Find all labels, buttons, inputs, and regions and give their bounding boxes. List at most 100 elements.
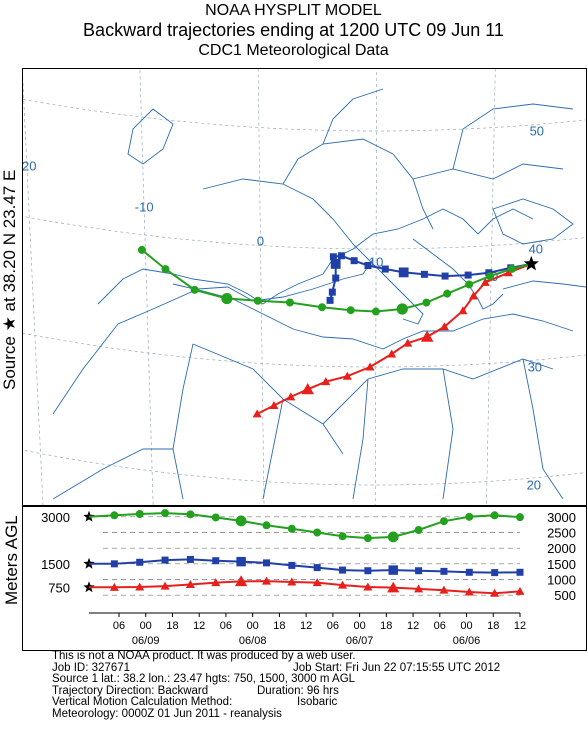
- time-tick-label: 18: [273, 620, 285, 632]
- meridian-line: [257, 69, 265, 505]
- coastline-segment: [492, 198, 574, 245]
- coastline-segment: [97, 208, 534, 305]
- height-marker: [415, 567, 423, 575]
- trajectory-marker: [318, 303, 327, 312]
- height-line: [89, 580, 521, 595]
- meridian-line: [23, 76, 44, 505]
- trajectory-marker: [507, 264, 516, 273]
- height-marker: [212, 557, 220, 565]
- data-source-title: CDC1 Meteorological Data: [198, 42, 389, 59]
- height-marker: [363, 534, 372, 543]
- height-marker: [110, 511, 119, 520]
- height-marker: [414, 584, 424, 593]
- height-marker: [235, 515, 247, 527]
- trajectory-marker: [252, 409, 262, 418]
- coastline-segment: [322, 88, 384, 145]
- height-marker: [186, 510, 195, 519]
- trajectory-marker: [328, 288, 336, 296]
- trajectory-marker: [221, 292, 233, 305]
- height-marker: [387, 531, 399, 543]
- time-tick-label: 12: [407, 620, 419, 632]
- coastline-segment: [352, 378, 369, 500]
- trajectory-lines: [137, 245, 532, 418]
- height-marker: [490, 511, 499, 520]
- trajectory-marker: [387, 349, 397, 358]
- parallel-line: [23, 332, 586, 368]
- trajectory-line: [329, 254, 532, 301]
- trajectory-marker: [285, 298, 294, 307]
- date-label: 06/06: [453, 635, 481, 647]
- trajectory-marker: [420, 330, 434, 342]
- trajectory-marker: [441, 272, 449, 280]
- parallel-line: [23, 449, 586, 486]
- time-tick-label: 06: [327, 620, 339, 632]
- height-marker: [440, 567, 448, 575]
- height-line: [88, 512, 521, 540]
- height-axis-label: Meters AGL: [2, 515, 21, 605]
- height-marker: [236, 556, 246, 567]
- height-marker: [110, 560, 118, 568]
- height-marker: [235, 575, 248, 587]
- date-label: 06/09: [132, 635, 160, 647]
- height-marker: [161, 509, 170, 518]
- height-series: [88, 509, 525, 597]
- right-height-tick: 2000: [547, 541, 576, 556]
- trajectory-marker: [329, 253, 337, 261]
- meridian-line: [374, 69, 378, 505]
- job-start: Job Start: Fri Jun 22 07:15:55 UTC 2012: [293, 661, 501, 674]
- coastline-segment: [52, 448, 173, 500]
- meridian-line: [139, 69, 154, 505]
- trajectory-marker: [301, 383, 315, 395]
- coastline-segment: [502, 280, 586, 290]
- latitude-label: 20: [527, 478, 541, 493]
- trajectory-marker: [485, 272, 494, 281]
- time-tick-label: 18: [166, 620, 178, 632]
- left-height-tick: 750: [48, 580, 70, 595]
- time-tick-label: 06: [220, 620, 232, 632]
- trajectory-marker: [381, 265, 389, 273]
- trajectory-marker: [480, 277, 490, 286]
- trajectory-marker: [503, 268, 513, 277]
- source-star: [523, 255, 539, 271]
- trajectory-marker: [420, 270, 428, 278]
- duration: Duration: 96 hrs: [257, 684, 339, 697]
- trajectory-marker: [269, 400, 279, 409]
- height-marker: [262, 521, 271, 530]
- date-label: 06/08: [239, 635, 267, 647]
- right-height-tick: 2500: [547, 526, 576, 541]
- trajectory-marker: [403, 338, 413, 347]
- vertical-motion-method: Vertical Motion Calculation Method:: [52, 696, 233, 709]
- coastline-segment: [352, 243, 424, 325]
- trajectory-marker: [137, 245, 146, 254]
- time-tick-label: 12: [193, 620, 205, 632]
- height-marker: [211, 513, 220, 522]
- coastline-segment: [522, 358, 564, 500]
- trajectory-marker: [464, 271, 472, 279]
- time-tick-label: 06: [113, 620, 125, 632]
- height-marker: [135, 582, 145, 591]
- trajectory-marker: [396, 303, 408, 315]
- trajectory-line: [256, 262, 532, 415]
- height-marker: [262, 559, 270, 567]
- trajectory-marker: [190, 285, 199, 294]
- coastline-segment: [172, 343, 194, 500]
- date-label: 06/07: [346, 635, 374, 647]
- job-id: Job ID: 327671: [52, 661, 131, 674]
- info-box: This is not a NOAA product. It was produ…: [22, 650, 587, 731]
- time-tick-label: 18: [380, 620, 392, 632]
- left-height-tick: 3000: [41, 510, 70, 525]
- height-marker: [388, 565, 398, 575]
- trajectory-marker: [371, 307, 380, 316]
- right-height-tick: 1500: [547, 557, 576, 572]
- height-marker: [465, 512, 474, 521]
- trajectory-marker: [161, 265, 170, 274]
- source-star-marker: [523, 255, 539, 271]
- trajectory-marker: [342, 371, 352, 380]
- trajectory-marker: [365, 362, 375, 371]
- height-marker: [185, 580, 195, 589]
- height-marker: [363, 582, 373, 591]
- height-marker: [439, 517, 448, 526]
- coastlines: [52, 88, 586, 500]
